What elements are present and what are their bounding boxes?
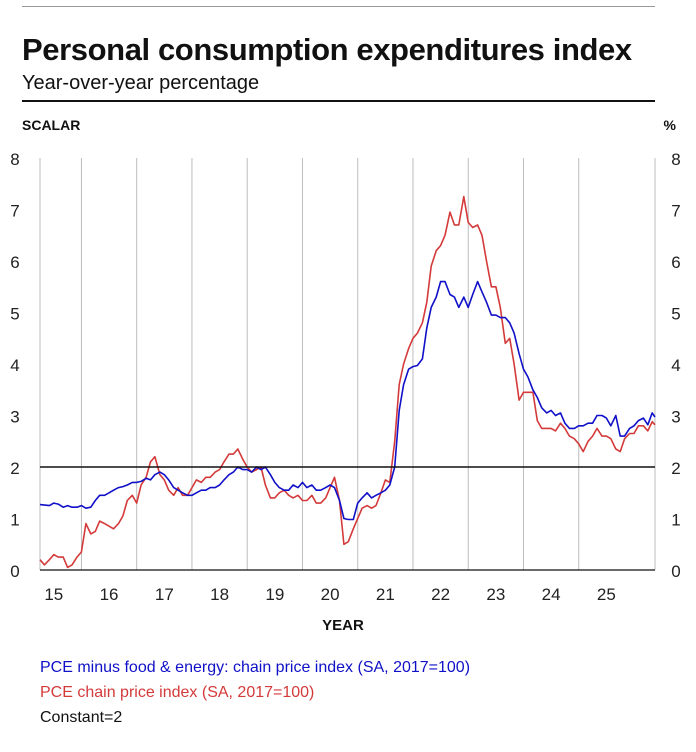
x-tick-label: 21 <box>376 585 395 604</box>
y-tick-label-left: 2 <box>10 459 19 478</box>
x-tick-label: 20 <box>321 585 340 604</box>
y-tick-label-left: 8 <box>10 150 19 169</box>
legend: PCE minus food & energy: chain price ind… <box>40 655 470 730</box>
y-tick-label-left: 7 <box>10 202 19 221</box>
y-tick-label-left: 5 <box>10 305 19 324</box>
series-line-core-pce <box>39 280 656 521</box>
left-axis-title: SCALAR <box>22 117 81 133</box>
right-axis-title: % <box>663 117 676 133</box>
x-tick-label: 22 <box>431 585 450 604</box>
legend-item-constant: Constant=2 <box>40 709 123 726</box>
y-tick-label-right: 6 <box>671 253 680 272</box>
x-tick-label: 25 <box>597 585 616 604</box>
top-rule <box>22 6 655 7</box>
y-tick-label-right: 2 <box>671 459 680 478</box>
x-tick-label: 17 <box>155 585 174 604</box>
series-line-pce <box>39 195 656 569</box>
x-tick-label: 23 <box>486 585 505 604</box>
y-tick-label-left: 4 <box>10 356 19 375</box>
y-tick-label-left: 1 <box>10 511 19 530</box>
x-tick-label: 18 <box>210 585 229 604</box>
line-chart: 0 01 12 23 34 45 56 67 78 815 16 17 18 19 20 21 22 23 24 25 <box>10 150 680 604</box>
y-tick-label-left: 3 <box>10 408 19 427</box>
y-tick-label-right: 0 <box>671 562 680 581</box>
x-tick-label: 24 <box>542 585 561 604</box>
chart-title: Personal consumption expenditures index <box>22 32 632 67</box>
y-tick-label-left: 6 <box>10 253 19 272</box>
y-tick-label-right: 7 <box>671 202 680 221</box>
y-tick-label-right: 8 <box>671 150 680 169</box>
x-tick-label: 19 <box>265 585 284 604</box>
title-rule <box>22 100 655 102</box>
y-tick-label-right: 3 <box>671 408 680 427</box>
x-tick-label: 16 <box>100 585 119 604</box>
x-tick-label: 15 <box>44 585 63 604</box>
y-tick-label-right: 4 <box>671 356 680 375</box>
legend-item-core-pce: PCE minus food & energy: chain price ind… <box>40 659 471 676</box>
y-tick-label-right: 1 <box>671 511 680 530</box>
legend-item-pce: PCE chain price index (SA, 2017=100) <box>40 684 315 701</box>
x-axis-title: YEAR <box>322 617 364 634</box>
chart-subtitle: Year-over-year percentage <box>22 72 260 94</box>
y-tick-label-right: 5 <box>671 305 680 324</box>
y-tick-label-left: 0 <box>10 562 19 581</box>
